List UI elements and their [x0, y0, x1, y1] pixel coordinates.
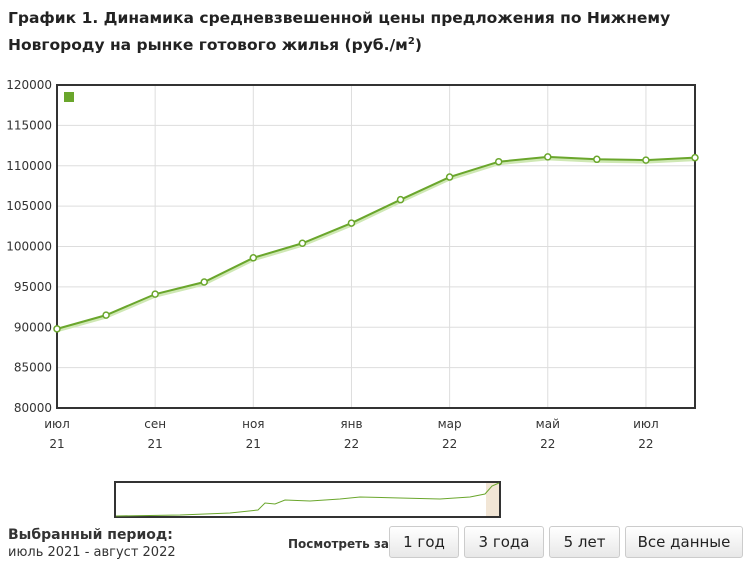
chart-title: График 1. Динамика средневзвешенной цены… — [8, 6, 748, 57]
x-tick-label: июл — [44, 417, 70, 431]
point — [691, 153, 699, 162]
x-tick-label: май — [536, 417, 560, 431]
point — [151, 290, 159, 298]
y-tick-label: 95000 — [14, 280, 52, 294]
y-tick-label: 105000 — [6, 199, 52, 213]
x-tick-label: 22 — [442, 437, 457, 451]
point — [593, 155, 601, 164]
x-tick-label: 22 — [638, 437, 653, 451]
title-text: График 1. Динамика средневзвешенной цены… — [8, 9, 671, 55]
point — [347, 219, 356, 227]
point — [396, 195, 405, 204]
point — [298, 239, 307, 248]
x-tick-label: 22 — [344, 437, 359, 451]
x-tick-label: 21 — [148, 437, 163, 451]
y-tick-label: 115000 — [6, 118, 52, 132]
point — [642, 156, 650, 164]
x-tick-label: сен — [144, 417, 166, 431]
line-shadow — [56, 157, 696, 333]
y-tick-label: 85000 — [14, 361, 52, 375]
view-label: Посмотреть за: — [288, 537, 394, 551]
line — [56, 155, 696, 330]
x-tick-label: 21 — [246, 437, 261, 451]
x-tick-label: мар — [438, 417, 462, 431]
period-label: Выбранный период: — [8, 527, 173, 543]
chart: 80000 85000 90000 95000 100000 105000 110000 11… — [6, 78, 699, 451]
point — [445, 173, 454, 181]
title-end: ) — [414, 36, 422, 55]
x-tick-label: июл — [633, 417, 659, 431]
y-tick-label: 120000 — [6, 78, 52, 92]
period-value: июль 2021 - август 2022 — [8, 545, 176, 560]
point — [102, 311, 110, 319]
x-tick-label: 21 — [49, 437, 64, 451]
period-button[interactable]: 1 год — [389, 526, 459, 558]
point — [544, 153, 552, 161]
period-button[interactable]: 3 года — [464, 526, 544, 558]
plot-frame — [56, 84, 696, 409]
navigator — [114, 481, 501, 518]
x-tick-label: ноя — [242, 417, 264, 431]
x-tick-label: 22 — [540, 437, 555, 451]
legend-marker — [64, 92, 74, 102]
y-tick-label: 90000 — [14, 320, 52, 334]
navigator-line — [115, 482, 500, 517]
period-button[interactable]: Все данные — [625, 526, 743, 558]
point — [249, 254, 258, 262]
period-button[interactable]: 5 лет — [549, 526, 620, 558]
y-tick-label: 110000 — [6, 159, 52, 173]
point — [494, 157, 503, 166]
navigator-frame — [114, 481, 501, 518]
x-tick-label: янв — [340, 417, 362, 431]
title-sup: 2 — [407, 36, 415, 47]
navigator-selection[interactable] — [486, 483, 499, 516]
y-tick-label: 80000 — [14, 401, 52, 415]
point — [53, 325, 61, 333]
point — [200, 278, 208, 286]
y-tick-label: 100000 — [6, 240, 52, 254]
